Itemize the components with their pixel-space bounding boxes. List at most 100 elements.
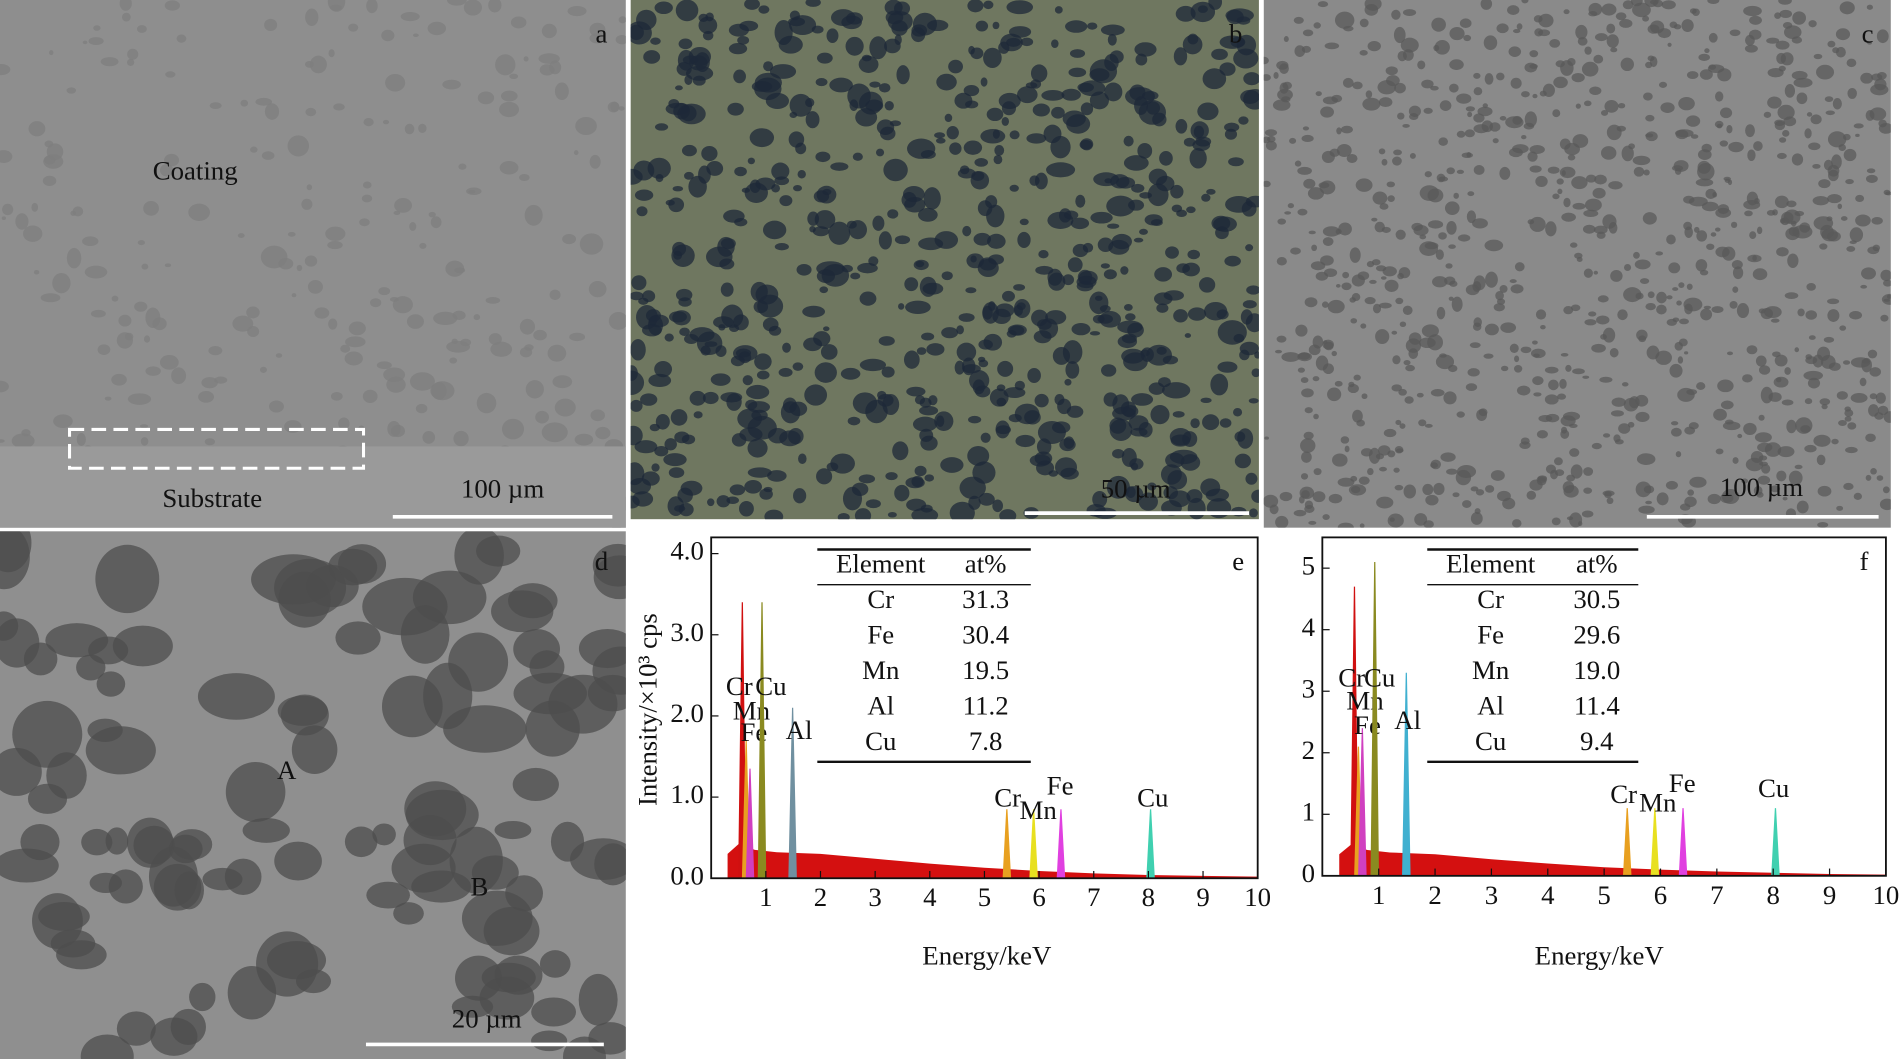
table-cell: 30.5 bbox=[1573, 584, 1620, 614]
texture-blob bbox=[1467, 111, 1473, 118]
texture-blob bbox=[1283, 36, 1289, 43]
texture-blob bbox=[1360, 323, 1367, 329]
texture-blob bbox=[935, 137, 946, 144]
panel-label: d bbox=[595, 546, 609, 576]
texture-blob bbox=[328, 49, 335, 58]
texture-blob bbox=[1163, 486, 1178, 500]
texture-blob bbox=[393, 210, 401, 216]
texture-blob bbox=[1071, 322, 1091, 336]
table-cell: Fe bbox=[867, 619, 894, 649]
texture-blob bbox=[1817, 522, 1829, 528]
texture-blob bbox=[1583, 100, 1592, 107]
texture-blob bbox=[1467, 191, 1475, 197]
texture-blob bbox=[1290, 247, 1301, 255]
texture-blob bbox=[1465, 106, 1475, 112]
texture-blob bbox=[1402, 9, 1417, 17]
texture-blob bbox=[1190, 121, 1209, 140]
y-tick-label: 3.0 bbox=[670, 617, 704, 647]
texture-blob bbox=[1310, 261, 1326, 271]
texture-blob bbox=[1883, 279, 1891, 287]
texture-blob bbox=[1677, 387, 1695, 402]
texture-blob bbox=[382, 119, 390, 125]
texture-blob bbox=[1015, 434, 1036, 448]
texture-blob bbox=[1688, 196, 1708, 207]
texture-blob bbox=[575, 116, 597, 136]
texture-blob bbox=[366, 0, 378, 14]
texture-blob bbox=[1859, 377, 1867, 387]
texture-blob bbox=[1536, 430, 1548, 439]
peak bbox=[1650, 808, 1660, 877]
texture-blob bbox=[1251, 368, 1259, 378]
texture-blob bbox=[1610, 410, 1624, 417]
texture-blob bbox=[1582, 224, 1596, 234]
texture-blob bbox=[921, 332, 935, 341]
texture-blob bbox=[1240, 309, 1253, 325]
texture-blob bbox=[1430, 459, 1442, 470]
texture-blob bbox=[716, 495, 731, 508]
texture-blob bbox=[1312, 376, 1320, 382]
texture-blob bbox=[664, 438, 677, 451]
texture-blob bbox=[1, 216, 6, 220]
texture-blob bbox=[1171, 204, 1183, 213]
texture-blob bbox=[204, 438, 216, 446]
texture-blob bbox=[1832, 47, 1840, 54]
texture-blob bbox=[1107, 33, 1117, 46]
texture-blob bbox=[1563, 197, 1571, 208]
texture-blob bbox=[348, 23, 359, 32]
texture-blob bbox=[134, 301, 148, 312]
table-cell: Fe bbox=[1477, 619, 1504, 649]
texture-blob bbox=[1683, 221, 1693, 231]
texture-blob bbox=[1529, 216, 1546, 232]
texture-blob bbox=[1850, 393, 1868, 403]
texture-blob bbox=[579, 233, 604, 255]
texture-blob bbox=[1352, 81, 1363, 90]
texture-blob bbox=[463, 0, 482, 16]
texture-blob bbox=[1670, 427, 1682, 437]
texture-blob bbox=[116, 1011, 156, 1046]
texture-blob bbox=[1643, 169, 1650, 176]
texture-blob bbox=[1813, 434, 1831, 447]
texture-blob bbox=[1154, 267, 1173, 282]
texture-blob bbox=[1202, 68, 1227, 90]
texture-blob bbox=[1825, 110, 1835, 116]
texture-blob bbox=[1302, 126, 1310, 131]
texture-blob bbox=[1775, 40, 1790, 50]
texture-blob bbox=[376, 361, 392, 370]
texture-blob bbox=[1500, 365, 1509, 372]
texture-blob bbox=[1197, 5, 1208, 13]
texture-blob bbox=[1816, 64, 1835, 80]
texture-blob bbox=[1082, 242, 1094, 253]
panel-label: c bbox=[1862, 19, 1874, 49]
texture-blob bbox=[618, 16, 626, 24]
texture-blob bbox=[562, 234, 577, 245]
y-tick-label: 0.0 bbox=[670, 860, 704, 890]
texture-blob bbox=[1020, 37, 1034, 47]
texture-blob bbox=[1669, 21, 1678, 29]
texture-blob bbox=[1849, 227, 1864, 243]
texture-blob bbox=[1773, 376, 1789, 388]
texture-blob bbox=[412, 33, 419, 38]
texture-blob bbox=[1827, 131, 1847, 148]
texture-blob bbox=[381, 29, 395, 42]
texture-blob bbox=[72, 206, 84, 217]
texture-blob bbox=[1717, 379, 1734, 393]
texture-blob bbox=[1520, 346, 1532, 354]
texture-blob bbox=[1666, 234, 1676, 245]
texture-blob bbox=[1600, 334, 1607, 340]
texture-blob bbox=[949, 501, 975, 520]
texture-blob bbox=[1657, 28, 1672, 39]
texture-blob bbox=[1175, 5, 1196, 22]
texture-blob bbox=[140, 437, 149, 446]
texture-blob bbox=[389, 296, 399, 302]
texture-blob bbox=[816, 185, 837, 204]
texture-blob bbox=[348, 321, 366, 336]
texture-blob bbox=[1322, 226, 1341, 237]
texture-blob bbox=[1037, 421, 1066, 444]
texture-blob bbox=[738, 351, 752, 364]
texture-blob bbox=[1552, 193, 1560, 200]
texture-blob bbox=[119, 0, 132, 11]
texture bbox=[630, 0, 1259, 520]
texture-blob bbox=[1248, 398, 1259, 404]
x-tick-label: 6 bbox=[1032, 882, 1045, 912]
texture-blob bbox=[1821, 404, 1828, 410]
